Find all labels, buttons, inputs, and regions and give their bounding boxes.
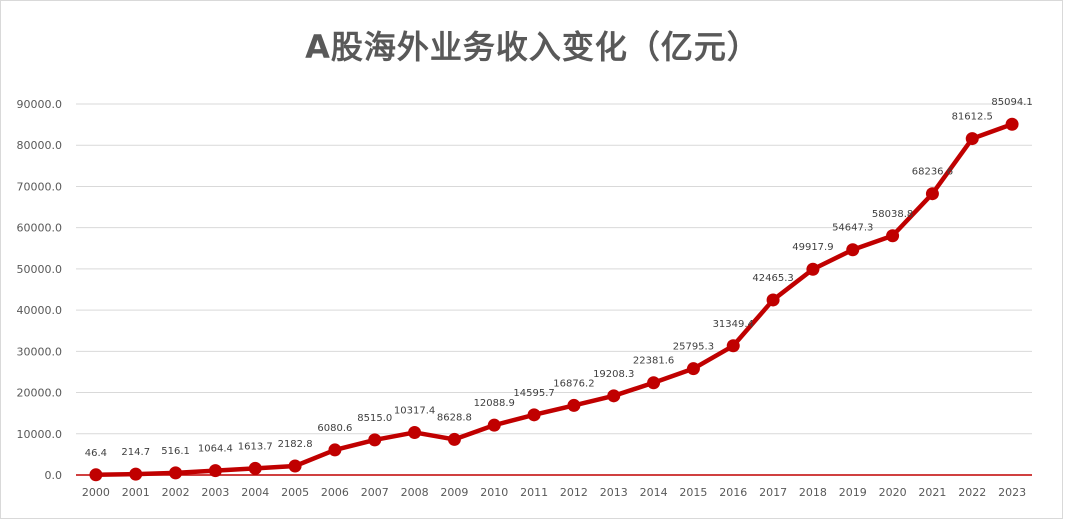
data-label: 25795.3	[673, 342, 714, 353]
x-tick-label: 2014	[640, 486, 668, 499]
data-label: 85094.1	[991, 97, 1032, 108]
data-point	[487, 418, 501, 432]
data-point	[328, 443, 342, 457]
series-line	[95, 122, 1013, 478]
data-point	[89, 468, 103, 482]
data-point	[288, 459, 302, 473]
y-tick-label: 0.0	[45, 469, 63, 482]
data-point	[766, 293, 780, 307]
data-point	[925, 187, 939, 201]
data-points	[89, 117, 1019, 482]
chart-title: A股海外业务收入变化（亿元）	[305, 28, 760, 66]
x-tick-label: 2019	[839, 486, 867, 499]
x-tick-label: 2006	[321, 486, 349, 499]
data-point	[1005, 117, 1019, 131]
y-axis-ticks: 0.0 10000.0 20000.0 30000.0 40000.0 50000.0 60…	[17, 98, 63, 482]
data-label: 58038.8	[872, 209, 913, 220]
x-tick-label: 2007	[361, 486, 389, 499]
x-tick-label: 2013	[600, 486, 628, 499]
data-label: 16876.2	[553, 378, 594, 389]
data-label: 1613.7	[238, 441, 273, 452]
data-label: 46.4	[85, 448, 107, 459]
data-label: 214.7	[121, 447, 150, 458]
data-point	[886, 229, 900, 243]
data-point	[447, 432, 461, 446]
y-tick-label: 30000.0	[17, 345, 63, 358]
x-tick-label: 2021	[918, 486, 946, 499]
data-label: 14595.7	[513, 388, 554, 399]
data-point	[726, 339, 740, 353]
x-tick-label: 2010	[480, 486, 508, 499]
data-labels: 46.4 214.7 516.1 1064.4 1613.7 2182.8 6080.6 85…	[85, 97, 1033, 459]
data-label: 68236.6	[912, 167, 953, 178]
data-point	[248, 461, 262, 475]
data-label: 1064.4	[198, 444, 233, 455]
data-label: 42465.3	[752, 273, 793, 284]
data-point	[408, 425, 422, 439]
data-label: 54647.3	[832, 223, 873, 234]
y-tick-label: 60000.0	[17, 222, 63, 235]
x-tick-label: 2009	[440, 486, 468, 499]
y-tick-label: 80000.0	[17, 139, 63, 152]
y-tick-label: 90000.0	[17, 98, 63, 111]
x-tick-label: 2018	[799, 486, 827, 499]
x-tick-label: 2023	[998, 486, 1026, 499]
data-label: 31349.4	[713, 319, 754, 330]
data-label: 19208.3	[593, 369, 634, 380]
x-tick-label: 2008	[401, 486, 429, 499]
x-tick-label: 2003	[201, 486, 229, 499]
x-tick-label: 2002	[162, 486, 190, 499]
x-tick-label: 2012	[560, 486, 588, 499]
x-tick-label: 2000	[82, 486, 110, 499]
data-point	[607, 389, 621, 403]
data-point	[567, 398, 581, 412]
data-label: 2182.8	[278, 439, 313, 450]
data-point	[846, 243, 860, 257]
data-label: 516.1	[161, 446, 190, 457]
gridlines	[76, 103, 1032, 435]
x-tick-label: 2011	[520, 486, 548, 499]
x-tick-label: 2022	[958, 486, 986, 499]
data-point	[129, 467, 143, 481]
x-tick-label: 2015	[679, 486, 707, 499]
x-tick-label: 2001	[122, 486, 150, 499]
data-point	[527, 408, 541, 422]
y-tick-label: 50000.0	[17, 263, 63, 276]
x-tick-label: 2005	[281, 486, 309, 499]
data-label: 49917.9	[792, 242, 833, 253]
x-tick-label: 2017	[759, 486, 787, 499]
y-tick-label: 40000.0	[17, 304, 63, 317]
data-label: 12088.9	[474, 398, 515, 409]
x-tick-label: 2016	[719, 486, 747, 499]
data-label: 8628.8	[437, 412, 472, 423]
data-label: 22381.6	[633, 356, 674, 367]
y-tick-label: 20000.0	[17, 387, 63, 400]
data-point	[806, 262, 820, 276]
data-label: 10317.4	[394, 405, 435, 416]
data-point	[647, 376, 661, 390]
data-label: 8515.0	[357, 413, 392, 424]
data-label: 81612.5	[952, 112, 993, 123]
x-tick-label: 2004	[241, 486, 269, 499]
data-point	[686, 362, 700, 376]
data-label: 6080.6	[317, 423, 352, 434]
x-tick-label: 2020	[879, 486, 907, 499]
x-axis-ticks: 2000 2001 2002 2003 2004 2005 2006 2007 2008 2009…	[82, 486, 1026, 499]
data-point	[965, 132, 979, 146]
data-point	[169, 466, 183, 480]
y-tick-label: 70000.0	[17, 180, 63, 193]
y-tick-label: 10000.0	[17, 428, 63, 441]
data-point	[208, 464, 222, 478]
data-point	[368, 433, 382, 447]
